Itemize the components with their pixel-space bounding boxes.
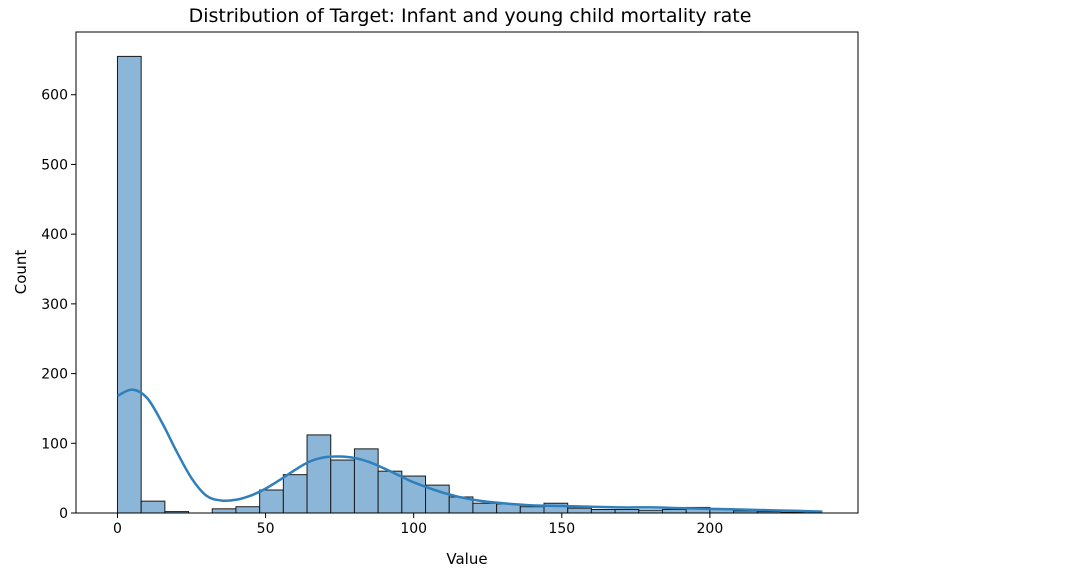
histogram-bar xyxy=(519,506,545,514)
x-tick-label: 100 xyxy=(400,521,427,537)
histogram-bar xyxy=(614,509,640,514)
y-tick-label: 600 xyxy=(41,88,68,104)
y-tick-label: 0 xyxy=(59,506,68,522)
histogram-bar xyxy=(235,506,261,514)
y-tick-label: 100 xyxy=(41,436,68,452)
chart-title: Distribution of Target: Infant and young… xyxy=(189,5,752,27)
histogram-bar xyxy=(472,502,498,514)
x-tick-label: 0 xyxy=(113,521,122,537)
y-tick-label: 500 xyxy=(41,157,68,173)
kde-line xyxy=(116,388,823,513)
bars-group xyxy=(116,55,806,514)
y-tick-label: 300 xyxy=(41,297,68,313)
histogram-bar xyxy=(567,507,592,514)
x-tick-label: 150 xyxy=(548,521,575,537)
x-tick-label: 200 xyxy=(697,521,724,537)
histogram-bar xyxy=(211,508,237,514)
histogram-bar xyxy=(377,470,403,514)
histogram-bar xyxy=(116,55,142,514)
y-axis-label: Count xyxy=(12,250,30,295)
histogram-bar xyxy=(330,459,355,514)
histogram-bar xyxy=(140,500,166,514)
plot-frame xyxy=(75,31,859,514)
histogram-bar xyxy=(662,509,687,514)
histogram-bar xyxy=(282,474,308,514)
histogram-bar xyxy=(590,509,616,514)
histogram-bar xyxy=(259,489,284,514)
x-axis-label: Value xyxy=(446,550,487,568)
y-tick-label: 400 xyxy=(41,227,68,243)
histogram-bar xyxy=(306,434,332,514)
y-tick-label: 200 xyxy=(41,367,68,383)
x-axis-ticks: 0 50 100 150 200 xyxy=(113,513,723,537)
x-tick-label: 50 xyxy=(257,521,275,537)
y-axis-ticks: 0 100 200 300 400 500 600 xyxy=(41,88,76,522)
